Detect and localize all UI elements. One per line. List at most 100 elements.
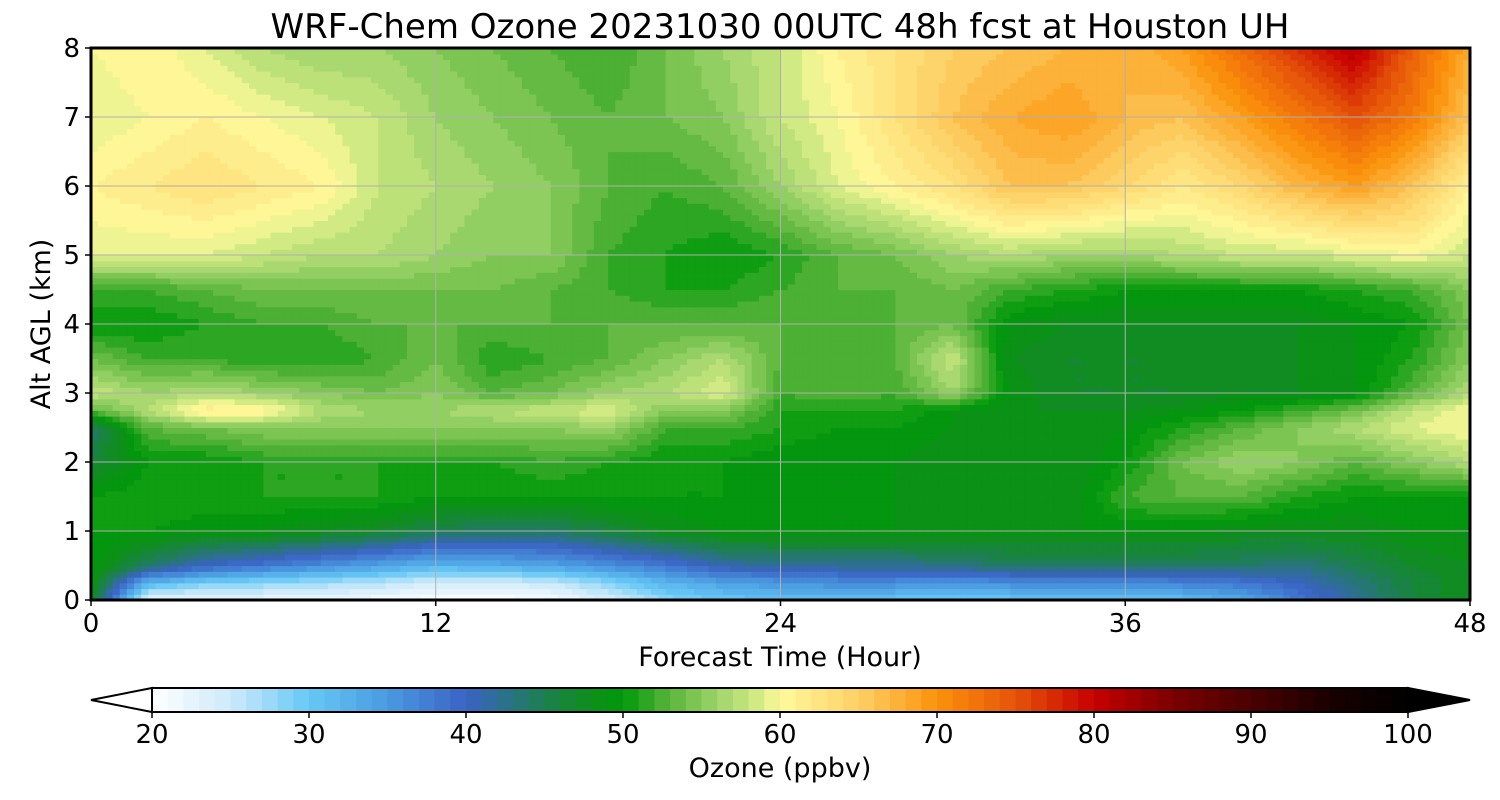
heatmap-cell [593,536,602,544]
heatmap-cell [1369,594,1378,600]
heatmap-cell [177,525,185,532]
heatmap-cell [737,542,746,549]
heatmap-cell [1441,559,1450,567]
heatmap-cell [399,571,408,578]
heatmap-cell [1369,462,1378,469]
heatmap-cell [342,588,351,595]
heatmap-cell [234,462,243,469]
heatmap-cell [881,519,889,526]
heatmap-cell [1297,542,1306,549]
heatmap-cell [155,467,164,475]
heatmap-cell [557,536,566,544]
heatmap-cell [881,513,889,521]
heatmap-cell [342,565,351,572]
heatmap-cell [428,508,437,515]
heatmap-cell [191,525,200,532]
heatmap-cell [1297,559,1306,567]
heatmap-cell [644,577,652,584]
heatmap-cell [112,490,121,498]
heatmap-cell [1204,559,1213,567]
heatmap-cell [1153,559,1162,567]
heatmap-cell [1340,450,1349,457]
heatmap-cell [1398,542,1406,549]
heatmap-cell [866,554,875,561]
heatmap-cell [1434,479,1442,486]
heatmap-cell [1067,496,1076,503]
heatmap-cell [1139,571,1148,578]
heatmap-cell [988,496,997,503]
heatmap-cell [960,462,968,469]
heatmap-cell [1254,571,1263,578]
heatmap-cell [924,508,932,515]
heatmap-cell [615,450,624,457]
heatmap-cell [773,456,782,463]
heatmap-cell [457,456,466,463]
heatmap-cell [134,513,142,521]
heatmap-cell [1362,450,1371,457]
heatmap-cell [241,496,250,503]
heatmap-cell [213,467,221,475]
heatmap-cell [679,594,688,600]
heatmap-cell [493,536,501,544]
heatmap-cell [873,473,882,480]
heatmap-cell [1067,565,1076,572]
heatmap-cell [256,479,264,486]
heatmap-cell [1031,467,1040,475]
heatmap-cell [220,536,229,544]
heatmap-cell [1283,496,1292,503]
heatmap-cell [105,588,114,595]
heatmap-cell [1304,588,1313,595]
heatmap-cell [170,582,178,590]
heatmap-cell [593,496,602,503]
heatmap-cell [1240,502,1248,509]
heatmap-cell [363,490,372,498]
heatmap-cell [1232,513,1241,521]
heatmap-cell [1031,548,1040,555]
heatmap-cell [708,582,717,590]
heatmap-cell [1225,456,1234,463]
heatmap-cell [866,485,875,492]
heatmap-cell [1053,473,1062,480]
heatmap-cell [227,554,236,561]
heatmap-cell [98,559,106,567]
heatmap-cell [794,508,803,515]
heatmap-cell [514,559,523,567]
heatmap-cell [198,473,207,480]
heatmap-cell [1232,588,1241,595]
heatmap-cell [1455,496,1464,503]
heatmap-cell [450,473,458,480]
heatmap-cell [1003,582,1011,590]
heatmap-cell [270,542,279,549]
heatmap-cell [306,594,315,600]
heatmap-cell [1225,473,1234,480]
heatmap-cell [328,548,336,555]
heatmap-cell [1053,536,1062,544]
heatmap-cell [1153,571,1162,578]
heatmap-cell [1211,582,1220,590]
heatmap-cell [1189,456,1198,463]
heatmap-cell [1412,479,1421,486]
heatmap-cell [1031,559,1040,567]
heatmap-cell [787,577,796,584]
heatmap-cell [249,508,257,515]
heatmap-cell [679,467,688,475]
heatmap-cell [363,559,372,567]
heatmap-cell [809,462,818,469]
heatmap-cell [938,531,947,538]
heatmap-cell [234,559,243,567]
heatmap-cell [450,577,458,584]
heatmap-cell [1096,525,1105,532]
heatmap-cell [1218,479,1227,486]
heatmap-cell [888,577,897,584]
heatmap-cell [385,582,394,590]
heatmap-cell [881,525,889,532]
heatmap-cell [177,559,185,567]
heatmap-cell [1197,485,1205,492]
heatmap-cell [902,525,911,532]
heatmap-cell [1225,485,1234,492]
heatmap-cell [615,582,624,590]
heatmap-cell [435,588,444,595]
heatmap-cell [320,496,329,503]
heatmap-cell [1426,508,1435,515]
heatmap-cell [600,571,609,578]
